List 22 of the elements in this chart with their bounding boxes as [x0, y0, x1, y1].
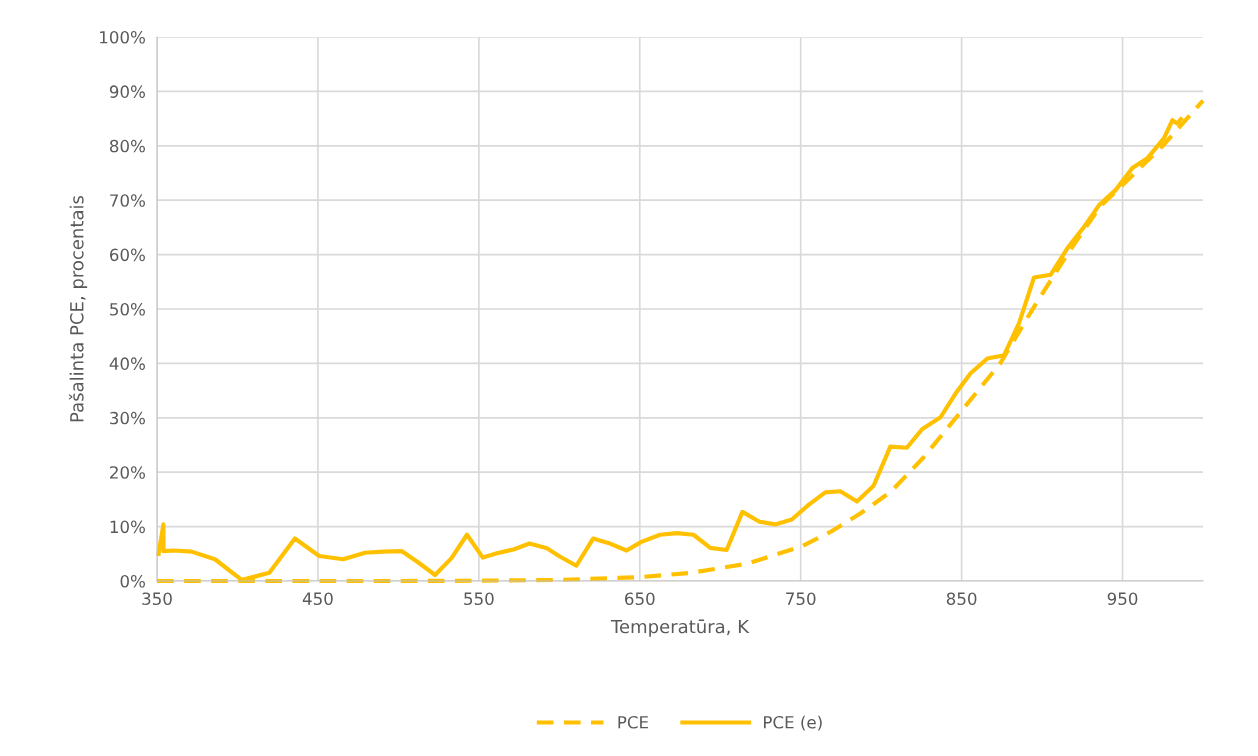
y-tick-label: 100%: [100, 30, 145, 44]
y-tick-label: 90%: [109, 85, 145, 98]
x-tick-label: 550: [464, 592, 494, 606]
x-tick-label: 850: [946, 592, 977, 606]
y-tick-label: 10%: [110, 520, 145, 534]
x-tick-label: 450: [302, 592, 333, 606]
x-axis-title: Temperatūra, K: [610, 619, 750, 637]
legend-label: PCE (e): [764, 715, 822, 731]
y-tick-label: 50%: [110, 302, 145, 316]
x-tick-label: 950: [1107, 592, 1138, 606]
y-axis-title: Pašalinta PCE, procentais: [68, 195, 88, 422]
y-tick-label: 60%: [110, 248, 145, 262]
legend-label: PCE: [618, 715, 648, 729]
y-tick-label: 30%: [110, 411, 145, 425]
x-tick-label: 650: [625, 592, 655, 606]
y-tick-label: 20%: [110, 466, 145, 479]
x-tick-label: 350: [142, 592, 172, 606]
y-tick-label: 0%: [120, 574, 145, 588]
y-tick-label: 40%: [109, 357, 145, 370]
x-tick-label: 750: [786, 592, 816, 606]
y-tick-label: 70%: [110, 194, 145, 207]
y-tick-label: 80%: [109, 139, 145, 153]
